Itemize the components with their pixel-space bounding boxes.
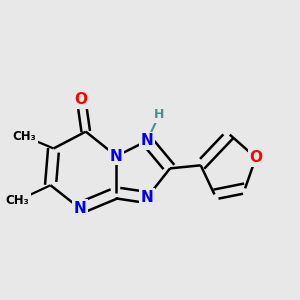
Text: N: N (141, 133, 153, 148)
Text: H: H (154, 108, 164, 121)
Text: N: N (141, 190, 153, 205)
Text: O: O (75, 92, 88, 107)
Text: CH₃: CH₃ (6, 194, 30, 207)
Text: N: N (73, 201, 86, 216)
Text: CH₃: CH₃ (13, 130, 36, 143)
Text: N: N (110, 148, 123, 164)
Text: O: O (249, 150, 262, 165)
